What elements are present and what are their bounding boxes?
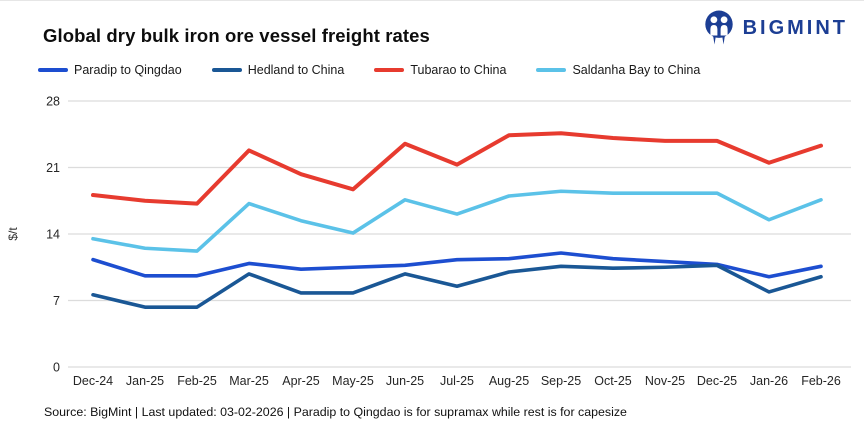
y-tick-label: 28 [46, 95, 60, 109]
y-tick-label: 0 [53, 361, 60, 375]
x-tick-label: Feb-25 [177, 374, 217, 388]
y-tick-label: 7 [53, 294, 60, 308]
x-tick-label: Jan-26 [750, 374, 788, 388]
legend-swatch [211, 68, 242, 72]
bigmint-logo: BIGMINT [702, 9, 848, 47]
bigmint-logo-text: BIGMINT [742, 16, 848, 39]
legend-label: Paradip to Qingdao [74, 63, 182, 77]
x-tick-label: Apr-25 [282, 374, 320, 388]
y-axis-unit-label: $/t [6, 227, 20, 241]
series-line-saldanha-bay-to-china [91, 189, 823, 253]
legend-label: Hedland to China [247, 63, 345, 77]
series-line-hedland-to-china [91, 263, 823, 309]
x-tick-label: Nov-25 [645, 374, 685, 388]
x-tick-label: Mar-25 [229, 374, 269, 388]
chart-title: Global dry bulk iron ore vessel freight … [43, 25, 430, 46]
x-tick-label: Aug-25 [489, 374, 529, 388]
x-tick-label: Dec-25 [697, 374, 737, 388]
legend-item-hedland-to-china: Hedland to China [211, 63, 345, 77]
source-note: Source: BigMint | Last updated: 03-02-20… [44, 405, 627, 419]
x-tick-label: Sep-25 [541, 374, 581, 388]
legend-label: Saldanha Bay to China [572, 63, 701, 77]
legend-swatch [536, 68, 567, 72]
x-tick-label: Jul-25 [440, 374, 474, 388]
x-tick-label: Jun-25 [386, 374, 424, 388]
bigmint-logo-icon [704, 10, 733, 45]
x-tick-label: Feb-26 [801, 374, 841, 388]
x-tick-label: Dec-24 [73, 374, 113, 388]
y-tick-label: 21 [46, 161, 60, 175]
x-tick-label: May-25 [332, 374, 374, 388]
legend-item-paradip-to-qingdao: Paradip to Qingdao [38, 63, 182, 77]
legend-label: Tubarao to China [410, 63, 507, 77]
x-tick-label: Oct-25 [594, 374, 632, 388]
legend-swatch [38, 68, 68, 72]
y-tick-label: 14 [46, 228, 60, 242]
legend: Paradip to Qingdao Hedland to China Tubara… [38, 63, 700, 77]
x-tick-label: Jan-25 [126, 374, 164, 388]
series-line-tubarao-to-china [91, 131, 823, 206]
legend-item-saldanha-bay-to-china: Saldanha Bay to China [536, 63, 700, 77]
legend-item-tubarao-to-china: Tubarao to China [374, 63, 506, 77]
legend-swatch [374, 68, 405, 72]
series-line-paradip-to-qingdao [91, 251, 823, 279]
